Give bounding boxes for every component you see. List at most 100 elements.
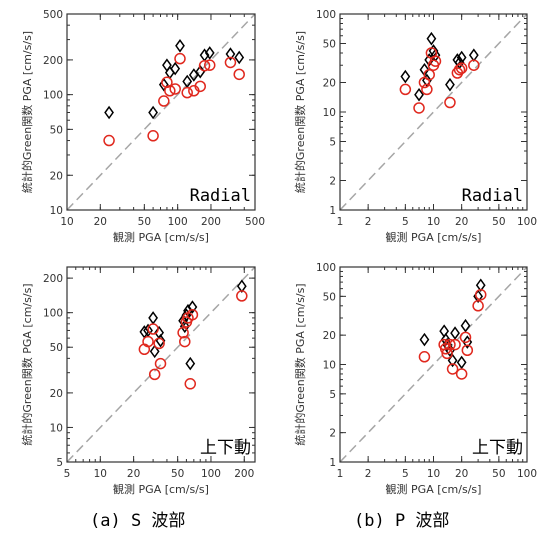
data-point-circle	[153, 337, 165, 350]
x-tick-label: 10	[427, 468, 440, 480]
y-tick-label: 100	[43, 90, 63, 102]
data-point-circle	[423, 68, 435, 81]
data-point-diamond	[460, 318, 471, 333]
data-point-circle	[169, 83, 181, 95]
x-tick-label: 20	[127, 468, 140, 480]
y-tick-label: 50	[50, 124, 63, 136]
plot-frame	[66, 13, 256, 211]
data-point-diamond	[445, 77, 455, 92]
y-tick-label: 5	[329, 137, 336, 149]
y-tick-label: 5	[329, 389, 336, 401]
y-tick-label: 10	[50, 422, 63, 434]
x-tick-label: 200	[234, 468, 254, 480]
data-point-diamond	[414, 87, 424, 102]
x-tick-label: 10	[94, 468, 107, 480]
data-point-circle	[418, 351, 431, 363]
y-tick-label: 200	[43, 273, 63, 285]
y-tick-label: 10	[50, 205, 63, 217]
data-point-circle	[147, 130, 159, 142]
data-point-circle	[421, 83, 433, 96]
data-point-diamond	[456, 355, 467, 370]
data-point-diamond	[175, 39, 185, 53]
panel-annotation: Radial	[190, 186, 251, 206]
data-point-circle	[459, 331, 472, 344]
panel-1: 10 20 50 100 200 500 10 20 50 100 200 500 観測 PGA [cm…	[20, 9, 265, 244]
y-tick-label: 1	[329, 457, 336, 469]
data-point-circle	[181, 86, 193, 99]
data-point-diamond	[419, 332, 430, 347]
x-axis-label: 観測 PGA [cm/s/s]	[113, 482, 209, 496]
y-tick-label: 10	[323, 360, 336, 372]
data-point-circle	[468, 59, 480, 71]
data-point-circle	[233, 68, 245, 81]
y-axis-label: 統計的Green関数 PGA [cm/s/s]	[293, 31, 307, 193]
data-point-circle	[164, 85, 176, 97]
x-tick-label: 5	[402, 468, 409, 480]
data-point-diamond	[187, 300, 198, 314]
data-point-circle	[455, 368, 468, 380]
reference-line	[67, 267, 255, 462]
data-point-circle	[474, 288, 487, 301]
x-tick-label: 10	[60, 216, 73, 228]
x-tick-label: 20	[94, 216, 107, 228]
data-point-circle	[446, 363, 459, 375]
reference-line	[340, 267, 527, 462]
data-point-diamond	[400, 69, 411, 84]
data-point-diamond	[426, 31, 437, 46]
y-tick-label: 2	[329, 175, 336, 187]
y-tick-label: 1	[329, 205, 336, 217]
x-tick-label: 5	[402, 216, 409, 228]
data-point-circle	[444, 96, 456, 109]
data-point-diamond	[234, 50, 245, 65]
data-point-diamond	[204, 46, 215, 60]
panel-annotation: 上下動	[200, 438, 251, 458]
data-point-circle	[103, 134, 115, 147]
x-axis-label: 観測 PGA [cm/s/s]	[386, 482, 482, 496]
x-tick-label: 100	[201, 468, 221, 480]
data-point-diamond	[149, 344, 160, 359]
data-point-circle	[154, 357, 167, 370]
x-tick-label: 50	[492, 216, 505, 228]
x-tick-label: 100	[168, 216, 188, 228]
data-point-circle	[198, 59, 211, 72]
data-point-diamond	[185, 356, 196, 371]
y-tick-label: 50	[323, 39, 336, 51]
y-tick-label: 200	[43, 55, 63, 67]
data-point-circle	[148, 368, 161, 381]
x-tick-label: 50	[171, 468, 184, 480]
y-tick-label: 100	[316, 262, 336, 274]
x-tick-label: 500	[245, 216, 265, 228]
data-point-diamond	[236, 279, 247, 294]
data-point-diamond	[170, 61, 181, 76]
y-tick-label: 20	[323, 77, 336, 89]
data-point-circle	[158, 95, 170, 107]
y-tick-label: 20	[50, 388, 63, 400]
data-point-diamond	[158, 77, 169, 92]
y-tick-label: 10	[323, 107, 336, 119]
data-point-diamond	[162, 58, 172, 72]
x-tick-label: 20	[455, 216, 468, 228]
y-axis-label: 統計的Green関数 PGA [cm/s/s]	[293, 283, 307, 445]
data-point-circle	[472, 300, 484, 312]
y-tick-label: 20	[323, 330, 336, 342]
data-point-diamond	[148, 311, 158, 325]
x-tick-label: 10	[427, 216, 440, 228]
y-tick-label: 2	[329, 428, 336, 440]
plot-frame	[339, 266, 528, 463]
plot-frame	[339, 13, 528, 211]
y-tick-label: 500	[43, 9, 63, 21]
data-point-circle	[186, 308, 199, 321]
data-point-circle	[142, 335, 154, 348]
data-point-circle	[449, 338, 461, 351]
data-point-circle	[174, 52, 186, 65]
x-axis-label: 観測 PGA [cm/s/s]	[386, 230, 482, 244]
data-point-circle	[461, 344, 474, 357]
x-tick-label: 50	[492, 468, 505, 480]
data-point-circle	[444, 338, 456, 351]
data-point-diamond	[104, 105, 114, 120]
y-axis-label: 統計的Green関数 PGA [cm/s/s]	[20, 283, 34, 445]
data-point-diamond	[468, 48, 479, 62]
y-tick-label: 5	[56, 457, 63, 469]
x-tick-label: 1	[337, 468, 344, 480]
x-tick-label: 50	[138, 216, 151, 228]
